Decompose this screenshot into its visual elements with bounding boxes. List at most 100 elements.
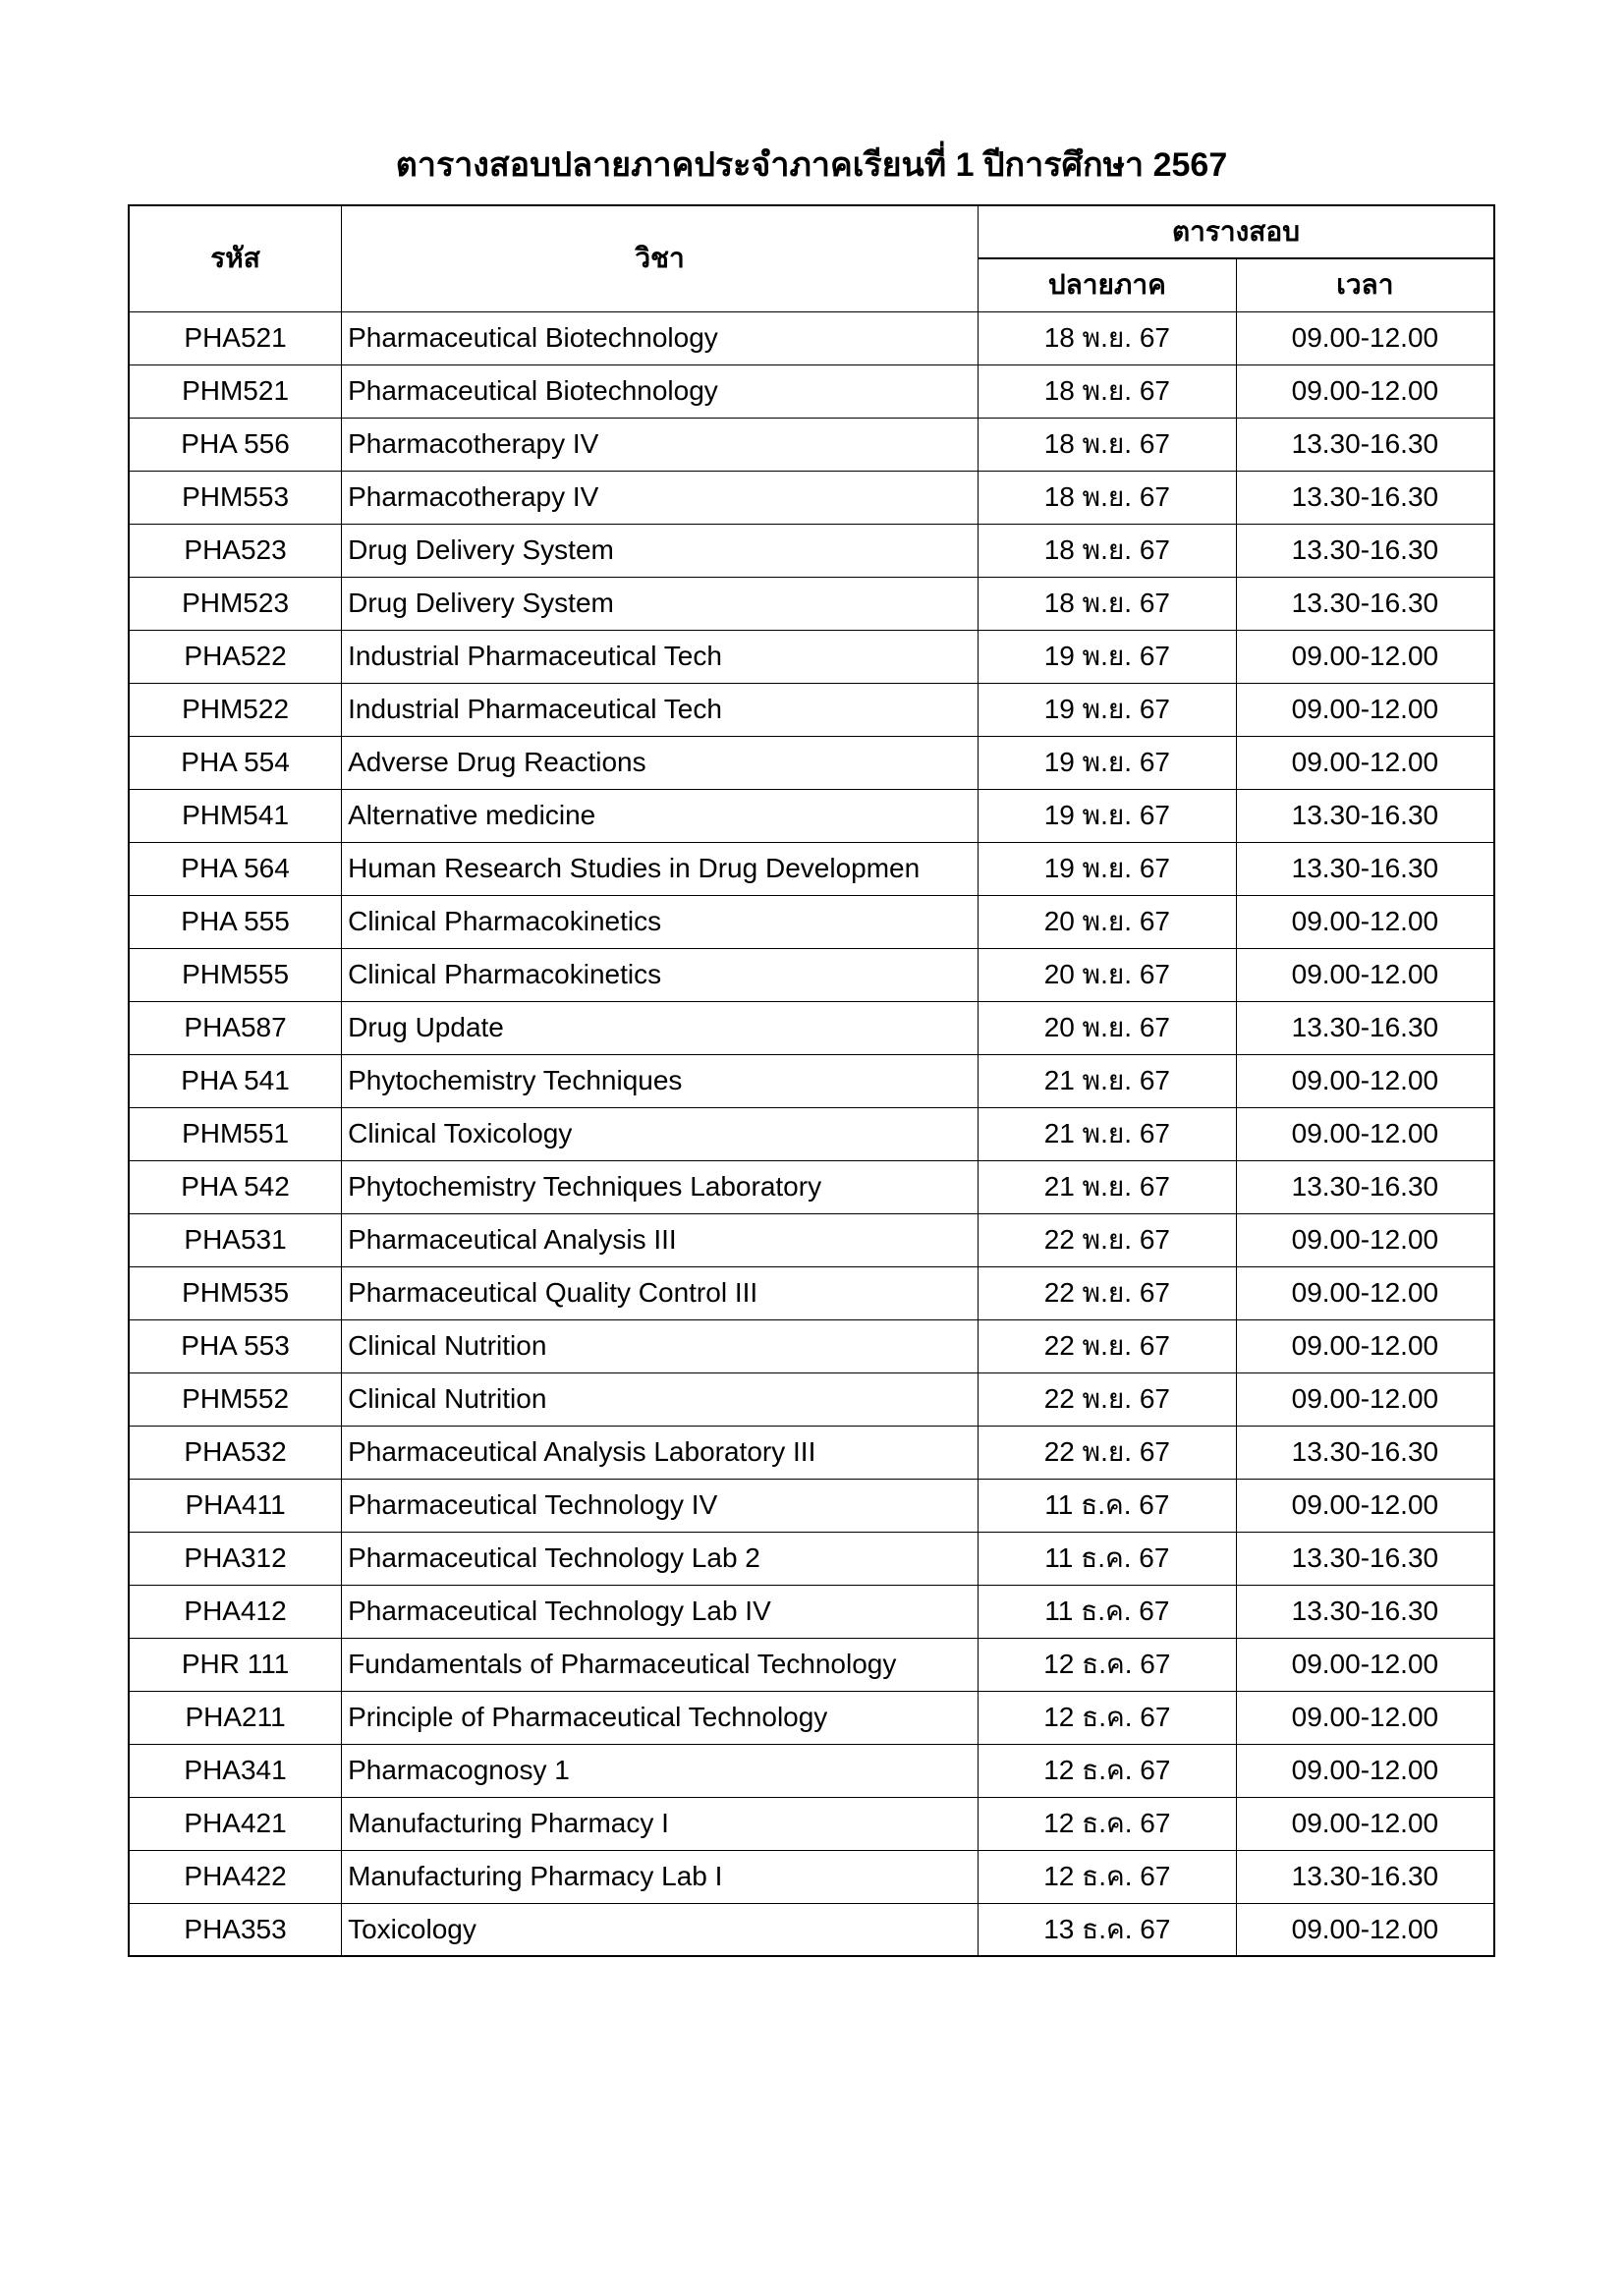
- cell-code: PHA421: [129, 1797, 342, 1850]
- cell-time: 13.30-16.30: [1236, 1001, 1494, 1054]
- table-row: PHA 554Adverse Drug Reactions19 พ.ย. 670…: [129, 736, 1494, 789]
- table-header: รหัส วิชา ตารางสอบ ปลายภาค เวลา: [129, 205, 1494, 311]
- cell-code: PHA 556: [129, 418, 342, 471]
- cell-subject: Pharmacotherapy IV: [342, 471, 979, 524]
- cell-time: 09.00-12.00: [1236, 1903, 1494, 1956]
- cell-code: PHA 564: [129, 842, 342, 895]
- cell-code: PHM523: [129, 577, 342, 630]
- cell-time: 09.00-12.00: [1236, 1797, 1494, 1850]
- cell-subject: Pharmacotherapy IV: [342, 418, 979, 471]
- cell-time: 13.30-16.30: [1236, 1850, 1494, 1903]
- cell-date: 20 พ.ย. 67: [978, 895, 1236, 948]
- cell-subject: Clinical Nutrition: [342, 1372, 979, 1426]
- cell-subject: Fundamentals of Pharmaceutical Technolog…: [342, 1638, 979, 1691]
- cell-time: 09.00-12.00: [1236, 1213, 1494, 1266]
- table-row: PHA522Industrial Pharmaceutical Tech19 พ…: [129, 630, 1494, 683]
- table-row: PHM523Drug Delivery System18 พ.ย. 6713.3…: [129, 577, 1494, 630]
- cell-time: 13.30-16.30: [1236, 1426, 1494, 1479]
- cell-date: 18 พ.ย. 67: [978, 311, 1236, 364]
- table-row: PHA312Pharmaceutical Technology Lab 211 …: [129, 1532, 1494, 1585]
- cell-subject: Phytochemistry Techniques Laboratory: [342, 1160, 979, 1213]
- table-row: PHA521Pharmaceutical Biotechnology18 พ.ย…: [129, 311, 1494, 364]
- cell-date: 22 พ.ย. 67: [978, 1319, 1236, 1372]
- cell-date: 18 พ.ย. 67: [978, 524, 1236, 577]
- table-row: PHM553Pharmacotherapy IV18 พ.ย. 6713.30-…: [129, 471, 1494, 524]
- table-row: PHA 541Phytochemistry Techniques21 พ.ย. …: [129, 1054, 1494, 1107]
- table-row: PHA 542Phytochemistry Techniques Laborat…: [129, 1160, 1494, 1213]
- cell-code: PHA353: [129, 1903, 342, 1956]
- cell-time: 09.00-12.00: [1236, 1319, 1494, 1372]
- header-time: เวลา: [1236, 258, 1494, 311]
- cell-code: PHM553: [129, 471, 342, 524]
- cell-code: PHM552: [129, 1372, 342, 1426]
- cell-code: PHA 541: [129, 1054, 342, 1107]
- cell-subject: Pharmaceutical Analysis Laboratory III: [342, 1426, 979, 1479]
- cell-subject: Principle of Pharmaceutical Technology: [342, 1691, 979, 1744]
- cell-date: 18 พ.ย. 67: [978, 577, 1236, 630]
- cell-time: 13.30-16.30: [1236, 577, 1494, 630]
- cell-subject: Drug Delivery System: [342, 524, 979, 577]
- table-row: PHM535Pharmaceutical Quality Control III…: [129, 1266, 1494, 1319]
- table-row: PHA 553Clinical Nutrition22 พ.ย. 6709.00…: [129, 1319, 1494, 1372]
- table-row: PHA 555Clinical Pharmacokinetics20 พ.ย. …: [129, 895, 1494, 948]
- cell-code: PHA 555: [129, 895, 342, 948]
- cell-code: PHM521: [129, 364, 342, 418]
- cell-time: 09.00-12.00: [1236, 1638, 1494, 1691]
- cell-time: 09.00-12.00: [1236, 311, 1494, 364]
- document-page: ตารางสอบปลายภาคประจำภาคเรียนที่ 1 ปีการศ…: [0, 0, 1623, 2296]
- cell-date: 11 ธ.ค. 67: [978, 1479, 1236, 1532]
- cell-date: 12 ธ.ค. 67: [978, 1797, 1236, 1850]
- table-row: PHM552Clinical Nutrition22 พ.ย. 6709.00-…: [129, 1372, 1494, 1426]
- cell-subject: Pharmaceutical Quality Control III: [342, 1266, 979, 1319]
- cell-code: PHM535: [129, 1266, 342, 1319]
- table-row: PHA531Pharmaceutical Analysis III22 พ.ย.…: [129, 1213, 1494, 1266]
- table-row: PHA353Toxicology13 ธ.ค. 6709.00-12.00: [129, 1903, 1494, 1956]
- cell-subject: Clinical Pharmacokinetics: [342, 948, 979, 1001]
- cell-subject: Clinical Pharmacokinetics: [342, 895, 979, 948]
- header-date: ปลายภาค: [978, 258, 1236, 311]
- cell-time: 13.30-16.30: [1236, 1585, 1494, 1638]
- cell-subject: Manufacturing Pharmacy Lab I: [342, 1850, 979, 1903]
- cell-code: PHM551: [129, 1107, 342, 1160]
- cell-code: PHA523: [129, 524, 342, 577]
- cell-date: 22 พ.ย. 67: [978, 1372, 1236, 1426]
- table-row: PHA587Drug Update20 พ.ย. 6713.30-16.30: [129, 1001, 1494, 1054]
- table-row: PHA341Pharmacognosy 112 ธ.ค. 6709.00-12.…: [129, 1744, 1494, 1797]
- cell-time: 09.00-12.00: [1236, 1372, 1494, 1426]
- cell-date: 21 พ.ย. 67: [978, 1160, 1236, 1213]
- cell-date: 19 พ.ย. 67: [978, 789, 1236, 842]
- page-title: ตารางสอบปลายภาคประจำภาคเรียนที่ 1 ปีการศ…: [128, 138, 1495, 191]
- cell-code: PHA532: [129, 1426, 342, 1479]
- cell-subject: Human Research Studies in Drug Developme…: [342, 842, 979, 895]
- cell-code: PHA422: [129, 1850, 342, 1903]
- table-row: PHM551Clinical Toxicology21 พ.ย. 6709.00…: [129, 1107, 1494, 1160]
- cell-date: 20 พ.ย. 67: [978, 1001, 1236, 1054]
- table-row: PHM541Alternative medicine19 พ.ย. 6713.3…: [129, 789, 1494, 842]
- cell-code: PHR 111: [129, 1638, 342, 1691]
- cell-subject: Industrial Pharmaceutical Tech: [342, 683, 979, 736]
- cell-time: 13.30-16.30: [1236, 471, 1494, 524]
- table-row: PHR 111Fundamentals of Pharmaceutical Te…: [129, 1638, 1494, 1691]
- cell-date: 18 พ.ย. 67: [978, 364, 1236, 418]
- cell-subject: Manufacturing Pharmacy I: [342, 1797, 979, 1850]
- cell-code: PHM555: [129, 948, 342, 1001]
- cell-date: 13 ธ.ค. 67: [978, 1903, 1236, 1956]
- cell-subject: Clinical Nutrition: [342, 1319, 979, 1372]
- table-row: PHA211Principle of Pharmaceutical Techno…: [129, 1691, 1494, 1744]
- cell-date: 12 ธ.ค. 67: [978, 1744, 1236, 1797]
- table-body: PHA521Pharmaceutical Biotechnology18 พ.ย…: [129, 311, 1494, 1956]
- cell-date: 19 พ.ย. 67: [978, 630, 1236, 683]
- table-row: PHM521Pharmaceutical Biotechnology18 พ.ย…: [129, 364, 1494, 418]
- table-row: PHA 556Pharmacotherapy IV18 พ.ย. 6713.30…: [129, 418, 1494, 471]
- cell-subject: Industrial Pharmaceutical Tech: [342, 630, 979, 683]
- cell-date: 21 พ.ย. 67: [978, 1107, 1236, 1160]
- cell-code: PHA 553: [129, 1319, 342, 1372]
- cell-date: 19 พ.ย. 67: [978, 736, 1236, 789]
- cell-date: 12 ธ.ค. 67: [978, 1850, 1236, 1903]
- cell-code: PHA 554: [129, 736, 342, 789]
- table-row: PHA421Manufacturing Pharmacy I12 ธ.ค. 67…: [129, 1797, 1494, 1850]
- table-row: PHA532Pharmaceutical Analysis Laboratory…: [129, 1426, 1494, 1479]
- cell-code: PHA521: [129, 311, 342, 364]
- table-row: PHA412Pharmaceutical Technology Lab IV11…: [129, 1585, 1494, 1638]
- cell-subject: Alternative medicine: [342, 789, 979, 842]
